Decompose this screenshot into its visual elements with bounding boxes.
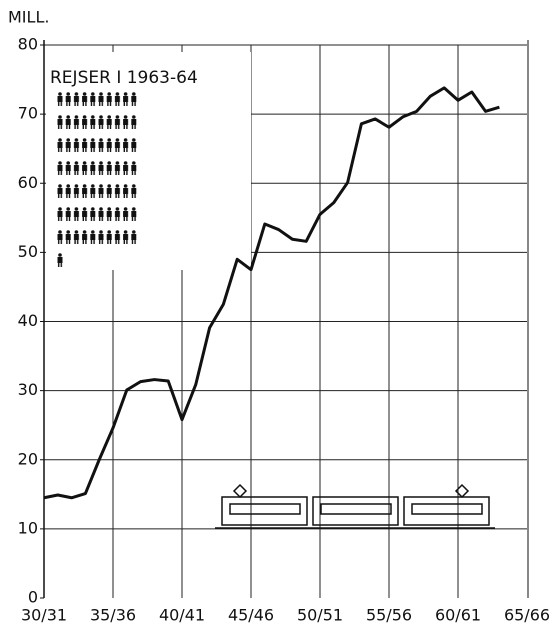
x-tick-label: 65/66 [504, 606, 550, 625]
y-tick-label: 10 [18, 518, 38, 537]
y-tick-label: 30 [18, 380, 38, 399]
x-tick-label: 35/36 [90, 606, 136, 625]
x-tick-label: 30/31 [21, 606, 67, 625]
annotation: REJSER I 1963-64 [50, 68, 198, 88]
train [215, 485, 495, 528]
x-tick-label: 45/46 [228, 606, 274, 625]
y-tick-label: 60 [18, 173, 38, 192]
pictogram [56, 92, 138, 253]
y-axis-label: MILL. [8, 8, 49, 27]
y-tick-label: 80 [18, 35, 38, 54]
x-tick-label: 40/41 [159, 606, 205, 625]
x-tick-label: 50/51 [297, 606, 343, 625]
y-tick-label: 50 [18, 242, 38, 261]
x-tick-label: 55/56 [366, 606, 412, 625]
x-tick-label: 60/61 [435, 606, 481, 625]
y-tick-label: 20 [18, 449, 38, 468]
chart: MILL. REJSER I 1963-64 0 10 20 30 40 50 60 70 80… [0, 0, 553, 626]
y-tick-label: 40 [18, 311, 38, 330]
pictogram [56, 253, 64, 268]
y-tick-label: 70 [18, 104, 38, 123]
y-tick-label: 0 [28, 588, 38, 607]
